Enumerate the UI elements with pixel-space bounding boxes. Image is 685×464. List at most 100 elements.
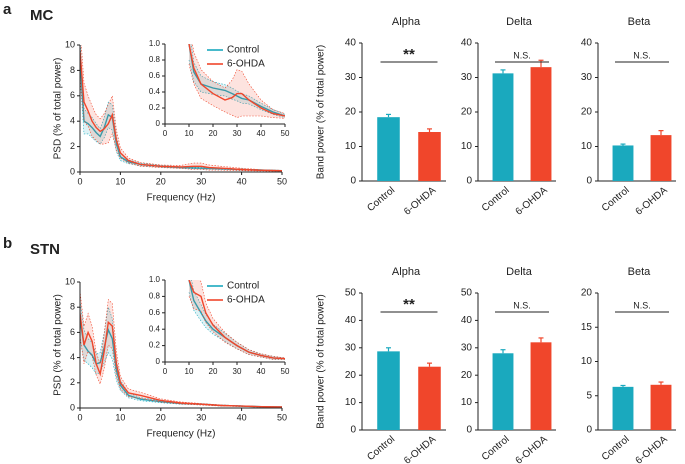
y-tick-label: 0 — [466, 425, 472, 436]
bar — [650, 135, 672, 181]
y-tick-label: 8 — [70, 65, 75, 75]
x-tick-label: 50 — [277, 412, 287, 422]
y-tick-label: 10 — [65, 39, 75, 49]
y-tick-label: 0.6 — [149, 308, 161, 317]
y-tick-label: 0.2 — [149, 103, 161, 112]
chart-title: Alpha — [392, 266, 421, 278]
y-tick-label: 20 — [461, 370, 473, 381]
legend-label: Control — [227, 281, 259, 292]
error-band — [189, 44, 285, 119]
plot — [165, 280, 285, 362]
x-tick-label: 0 — [77, 176, 82, 186]
error-edge — [188, 292, 285, 360]
inset-bg — [165, 280, 285, 362]
x-tick-label: 30 — [196, 412, 206, 422]
chart-title: Beta — [628, 266, 652, 278]
x-tick-label: 50 — [281, 129, 290, 138]
bar — [612, 386, 634, 430]
error-band — [189, 44, 285, 118]
y-tick-label: 40 — [461, 38, 473, 49]
x-tick-label: 20 — [156, 176, 166, 186]
x-tick-label: 30 — [233, 129, 242, 138]
y-tick-label: 10 — [345, 141, 357, 152]
y-tick-label: 0 — [156, 119, 161, 128]
y-tick-label: 30 — [345, 72, 357, 83]
y-tick-label: 50 — [345, 288, 357, 299]
y-axis-label: Band power (% of total power) — [316, 294, 327, 429]
y-tick-label: 30 — [461, 72, 473, 83]
y-tick-label: 10 — [65, 276, 75, 286]
x-tick-label: Control — [600, 434, 632, 463]
x-tick-label: 40 — [237, 412, 247, 422]
y-tick-label: 1.0 — [149, 275, 161, 284]
plot — [80, 45, 282, 172]
significance-label: N.S. — [633, 300, 651, 310]
x-tick-label: 6-OHDA — [402, 434, 438, 464]
error-edge — [80, 76, 282, 172]
x-tick-label: Control — [600, 185, 632, 214]
y-tick-label: 10 — [345, 397, 357, 408]
x-tick-label: 6-OHDA — [402, 185, 438, 218]
panel-label: a — [3, 1, 12, 18]
error-band — [189, 280, 285, 360]
x-tick-label: 6-OHDA — [514, 185, 550, 218]
x-tick-label: 6-OHDA — [634, 434, 670, 464]
error-edge — [81, 45, 282, 171]
chart-title: Delta — [506, 16, 533, 28]
inset-bg — [165, 44, 285, 124]
bar — [612, 145, 634, 181]
bar — [418, 366, 441, 430]
y-tick-label: 0.4 — [149, 324, 161, 333]
y-tick-label: 30 — [345, 342, 357, 353]
y-axis-label: PSD (% of total power) — [53, 58, 64, 160]
panel-region: STN — [30, 241, 60, 258]
y-tick-label: 0 — [156, 357, 161, 366]
panel-label: b — [3, 235, 12, 252]
line — [188, 44, 285, 117]
y-tick-label: 0.2 — [149, 341, 161, 350]
y-tick-label: 0.8 — [149, 55, 161, 64]
line — [188, 280, 285, 360]
x-tick-label: 0 — [77, 412, 82, 422]
line — [80, 51, 282, 172]
y-tick-label: 0 — [350, 425, 356, 436]
bar — [492, 353, 514, 430]
y-tick-label: 20 — [581, 107, 593, 118]
bar — [377, 351, 400, 430]
x-tick-label: 6-OHDA — [514, 434, 550, 464]
legend-label: Control — [227, 45, 259, 56]
x-axis-label: Frequency (Hz) — [147, 429, 216, 440]
y-tick-label: 40 — [461, 315, 473, 326]
y-tick-label: 6 — [70, 90, 75, 100]
y-tick-label: 2 — [70, 141, 75, 151]
significance-label: ** — [403, 296, 415, 313]
x-tick-label: 20 — [156, 412, 166, 422]
x-tick-label: Control — [365, 185, 397, 214]
y-tick-label: 0.8 — [149, 292, 161, 301]
y-tick-label: 10 — [461, 397, 473, 408]
y-tick-label: 0 — [70, 402, 75, 412]
x-tick-label: 10 — [185, 129, 194, 138]
chart-title: Delta — [506, 266, 533, 278]
x-tick-label: 50 — [281, 367, 290, 376]
x-tick-label: 40 — [257, 129, 266, 138]
y-tick-label: 40 — [581, 38, 593, 49]
bar — [418, 132, 441, 181]
y-tick-label: 15 — [581, 322, 593, 333]
y-tick-label: 0 — [70, 166, 75, 176]
error-edge — [192, 44, 285, 114]
x-axis-label: Frequency (Hz) — [147, 193, 216, 204]
x-tick-label: 20 — [209, 367, 218, 376]
significance-label: ** — [403, 46, 415, 63]
bar — [650, 384, 672, 430]
bar — [530, 67, 552, 181]
x-tick-label: 10 — [115, 176, 125, 186]
significance-label: N.S. — [513, 300, 531, 310]
x-tick-label: 6-OHDA — [634, 185, 670, 218]
significance-label: N.S. — [633, 50, 651, 60]
y-tick-label: 30 — [581, 72, 593, 83]
y-tick-label: 0.4 — [149, 87, 161, 96]
error-edge — [188, 59, 285, 118]
bar — [377, 117, 400, 181]
